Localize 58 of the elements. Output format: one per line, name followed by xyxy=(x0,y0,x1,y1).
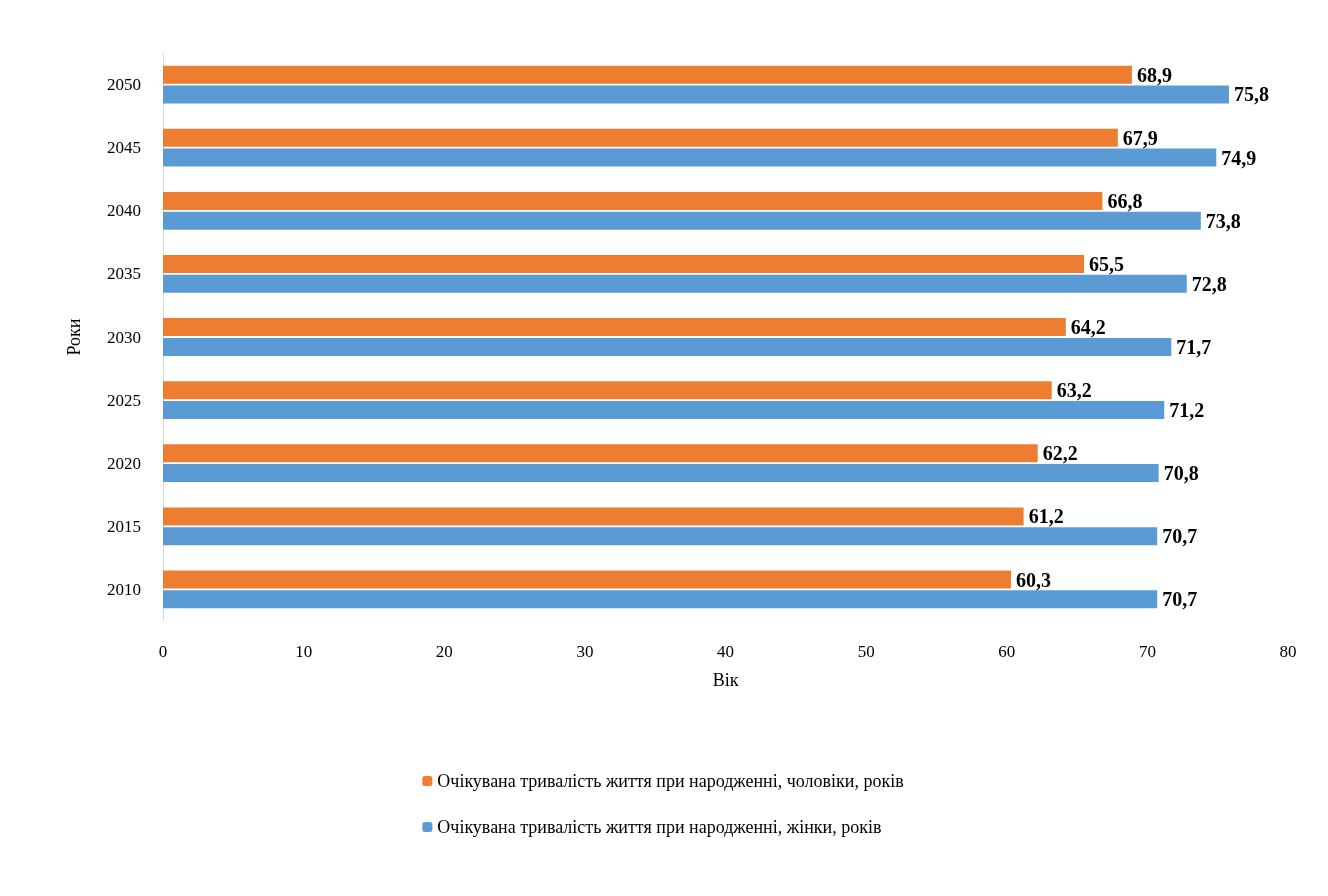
data-label: 60,3 xyxy=(1015,568,1051,591)
bar xyxy=(163,274,1187,293)
data-label: 70,7 xyxy=(1162,525,1198,548)
data-label: 72,8 xyxy=(1191,272,1227,295)
data-label: 73,8 xyxy=(1205,209,1241,232)
bar xyxy=(163,211,1201,230)
bar xyxy=(163,128,1118,147)
y-tick-label: 2020 xyxy=(107,453,141,473)
data-label: 68,9 xyxy=(1136,63,1172,86)
bar xyxy=(163,507,1024,526)
bar xyxy=(163,527,1158,546)
y-axis-title: Роки xyxy=(64,318,84,356)
y-tick-label: 2035 xyxy=(107,264,141,284)
y-tick-label: 2045 xyxy=(107,138,141,158)
bar xyxy=(163,464,1159,483)
bar xyxy=(163,191,1103,210)
bar xyxy=(163,318,1066,337)
x-tick-label: 10 xyxy=(295,642,313,661)
bar xyxy=(163,570,1011,589)
x-tick-label: 50 xyxy=(857,642,875,661)
data-label: 70,7 xyxy=(1162,588,1198,611)
bar xyxy=(163,337,1172,356)
y-tick-label: 2010 xyxy=(107,579,141,599)
data-label: 61,2 xyxy=(1028,505,1064,528)
y-tick-label: 2040 xyxy=(107,201,141,221)
bar xyxy=(163,401,1165,420)
bar xyxy=(163,148,1217,167)
x-axis-title: Вік xyxy=(712,670,739,690)
legend-label: Очікувана тривалість життя при народженні, чоловіки, років xyxy=(437,771,904,791)
data-label: 65,5 xyxy=(1089,252,1125,275)
bar xyxy=(163,444,1038,463)
data-label: 70,8 xyxy=(1163,462,1199,485)
y-tick-label: 2015 xyxy=(107,516,141,536)
y-tick-label: 2050 xyxy=(107,75,141,95)
data-label: 63,2 xyxy=(1056,379,1092,402)
bar xyxy=(163,65,1132,84)
x-tick-label: 80 xyxy=(1279,642,1297,661)
data-label: 62,2 xyxy=(1042,442,1078,465)
data-label: 71,7 xyxy=(1176,335,1212,358)
data-label: 64,2 xyxy=(1070,316,1106,339)
x-tick-label: 0 xyxy=(158,642,168,661)
x-tick-label: 60 xyxy=(998,642,1016,661)
y-tick-label: 2030 xyxy=(107,327,141,347)
bar xyxy=(163,590,1158,609)
bar xyxy=(163,381,1052,400)
data-label: 67,9 xyxy=(1122,126,1158,149)
y-tick-label: 2025 xyxy=(107,390,141,410)
x-tick-label: 40 xyxy=(717,642,734,661)
data-label: 75,8 xyxy=(1233,83,1269,106)
x-tick-label: 70 xyxy=(1138,642,1156,661)
data-label: 71,2 xyxy=(1169,399,1205,422)
legend-label: Очікувана тривалість життя при народженні, жінки, років xyxy=(437,817,882,837)
x-tick-label: 20 xyxy=(435,642,453,661)
data-label: 66,8 xyxy=(1107,189,1143,212)
x-tick-label: 30 xyxy=(576,642,594,661)
data-label: 74,9 xyxy=(1221,146,1257,169)
bar xyxy=(163,254,1085,273)
bar xyxy=(163,85,1229,104)
